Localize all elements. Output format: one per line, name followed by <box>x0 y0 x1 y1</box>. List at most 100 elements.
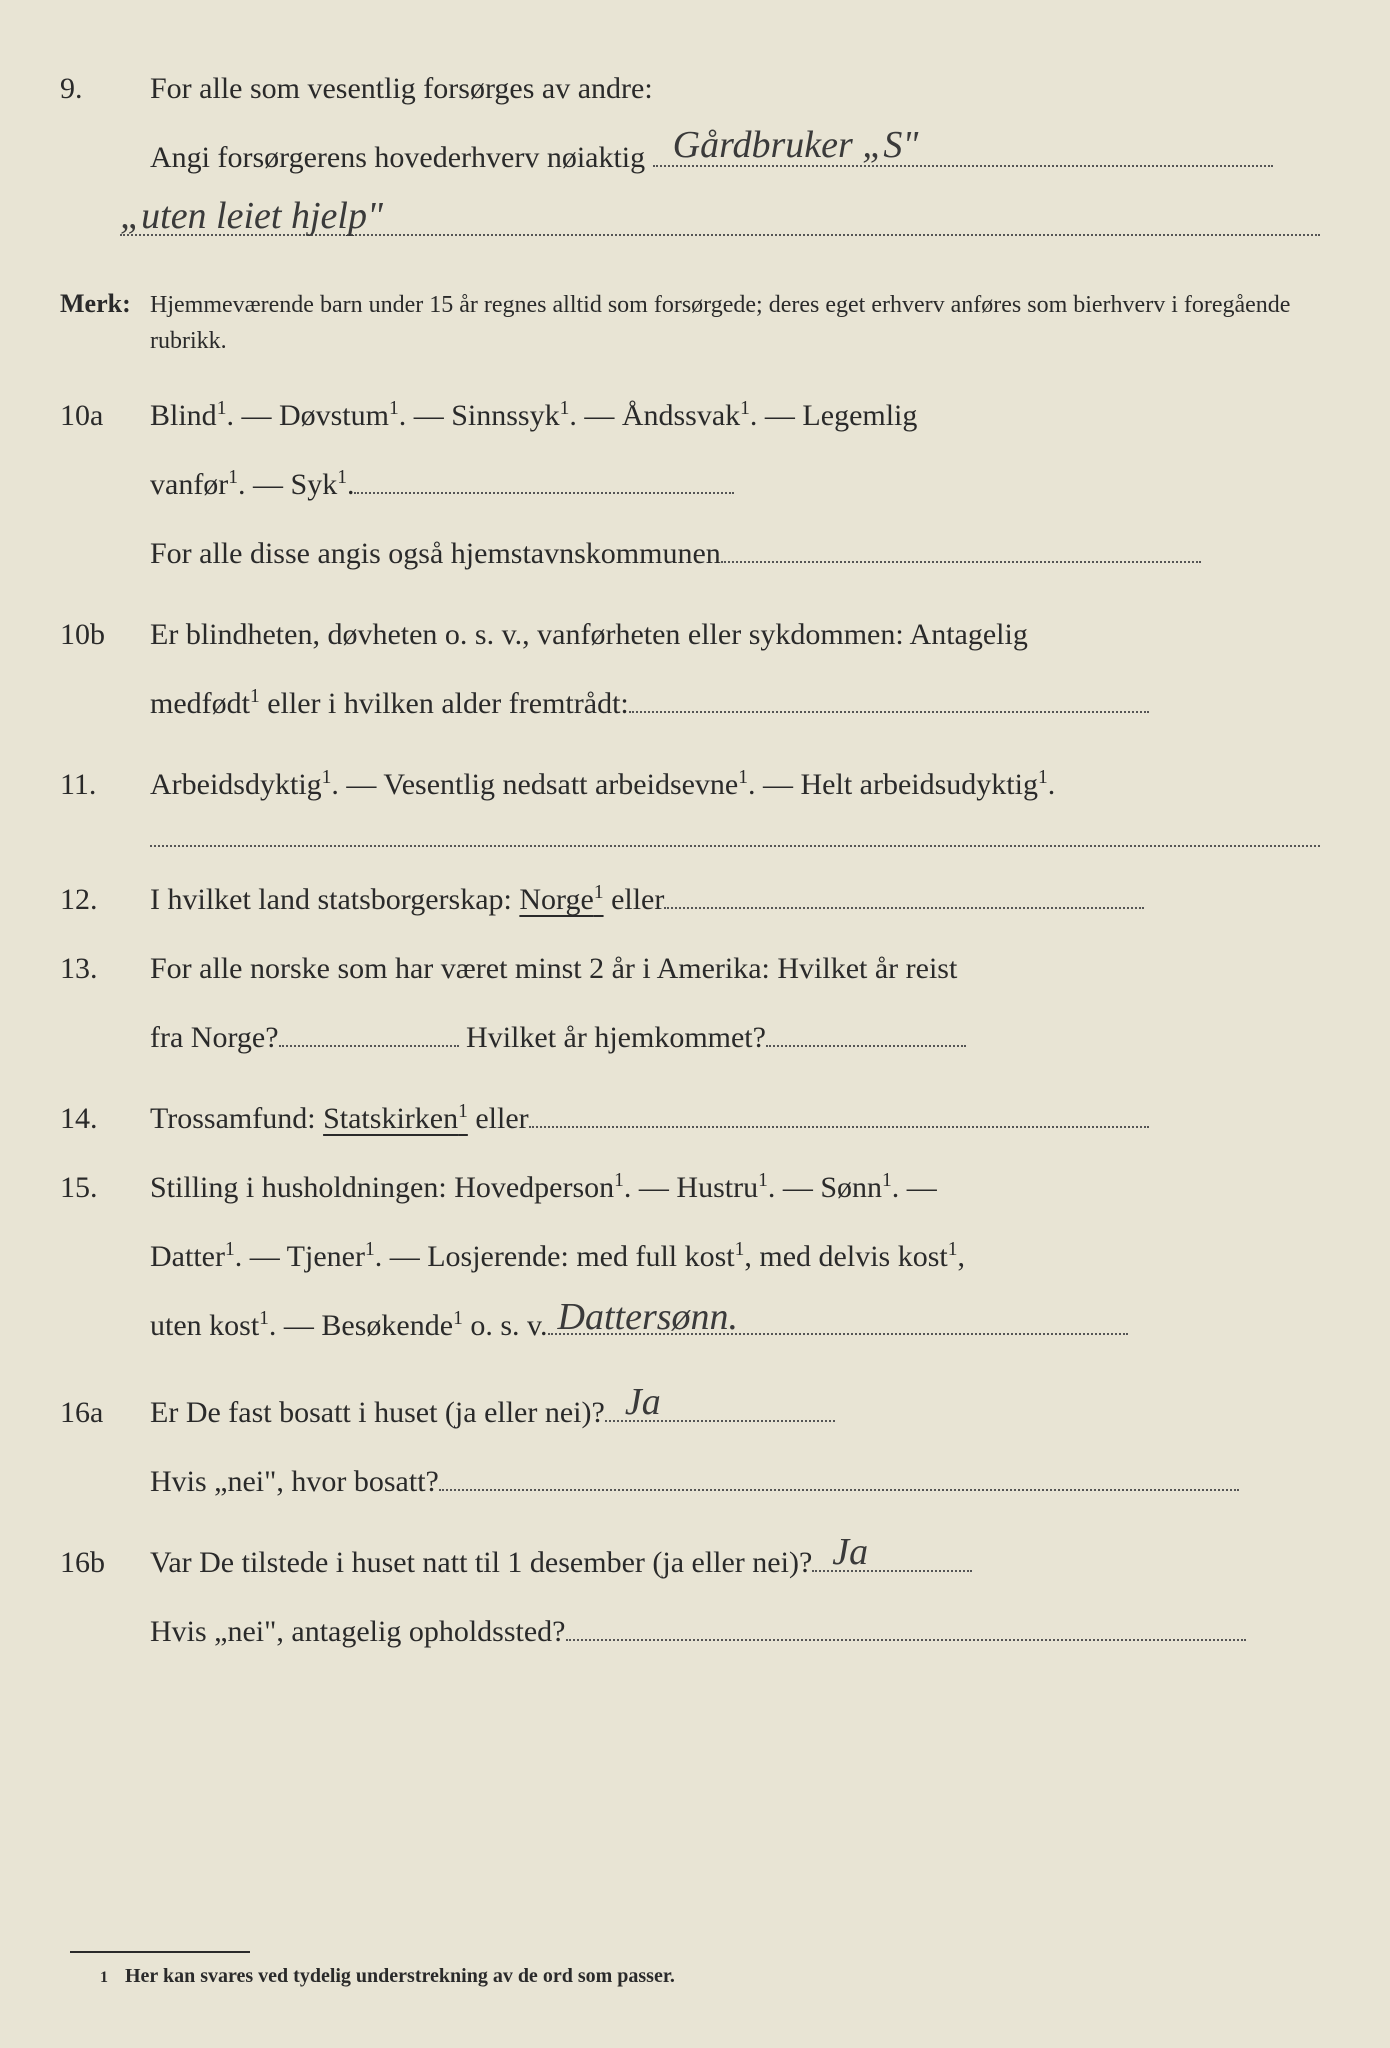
q14-blank <box>529 1092 1149 1128</box>
q10a-l2p2: . <box>347 468 355 501</box>
q12-suffix: eller <box>604 883 665 916</box>
sup: 1 <box>614 1170 624 1191</box>
sup: 1 <box>453 1308 463 1329</box>
q10a-p1: . — Døvstum <box>226 399 389 432</box>
q12-prefix: I hvilket land statsborgerskap: <box>150 883 519 916</box>
q15-blank: Dattersønn. <box>548 1299 1128 1335</box>
q14-prefix: Trossamfund: <box>150 1102 323 1135</box>
q11-p3: . <box>1048 768 1056 801</box>
sup: 1 <box>259 1308 269 1329</box>
q10a-l2p0: vanfør <box>150 468 228 501</box>
q15-l3p0: uten kost <box>150 1309 259 1342</box>
q12-underlined-text: Norge <box>519 883 593 916</box>
q14-underlined: Statskirken1 <box>323 1102 468 1135</box>
q15-l2p3: , med delvis kost <box>744 1240 947 1273</box>
q10b-l2b: eller i hvilken alder fremtrådt: <box>260 687 629 720</box>
footnote-text: Her kan svares ved tydelig understreknin… <box>125 1965 675 1987</box>
question-13: 13. For alle norske som har været minst … <box>60 940 1320 1066</box>
q15-l2p1: . — Tjener <box>235 1240 365 1273</box>
q15-l1: Stilling i husholdningen: Hovedperson <box>150 1171 614 1204</box>
q15-l2p2: . — Losjerende: med full kost <box>375 1240 735 1273</box>
q11-p1: . — Vesentlig nedsatt arbeidsevne <box>331 768 738 801</box>
q15-l1p1: . — Sønn <box>768 1171 882 1204</box>
q16a-blank2 <box>439 1455 1239 1491</box>
q16b-line2: Hvis „nei", antagelig opholdssted? <box>150 1603 1320 1660</box>
sup: 1 <box>217 398 227 419</box>
sup: 1 <box>225 1239 235 1260</box>
q16b-l2: Hvis „nei", antagelig opholdssted? <box>150 1615 566 1648</box>
merk-row: Merk: Hjemmeværende barn under 15 år reg… <box>60 279 1320 359</box>
q9-line3: „uten leiet hjelp" <box>120 198 1320 255</box>
sup: 1 <box>337 467 347 488</box>
footnote-rule <box>70 1951 250 1953</box>
q16b-handwritten: Ja <box>832 1516 868 1588</box>
question-10a: 10a Blind1. — Døvstum1. — Sinnssyk1. — Å… <box>60 387 1320 582</box>
q15-l3p2: o. s. v. <box>463 1309 548 1342</box>
q10a-line3: For alle disse angis også hjemstavnskomm… <box>150 525 1320 582</box>
sup: 1 <box>1038 767 1048 788</box>
q10b-number: 10b <box>60 606 150 663</box>
q10a-number: 10a <box>60 387 150 444</box>
q16a-l2: Hvis „nei", hvor bosatt? <box>150 1465 439 1498</box>
q10a-p2: . — Sinnssyk <box>399 399 560 432</box>
q13-line1: For alle norske som har været minst 2 år… <box>150 940 1320 997</box>
q16a-number: 16a <box>60 1384 150 1441</box>
q12-content: I hvilket land statsborgerskap: Norge1 e… <box>150 871 1320 928</box>
sup: 1 <box>740 398 750 419</box>
q15-l1p2: . — <box>892 1171 937 1204</box>
q16a-line2: Hvis „nei", hvor bosatt? <box>150 1453 1320 1510</box>
q10b-line1: Er blindheten, døvheten o. s. v., vanfør… <box>150 606 1320 663</box>
q13-l2a: fra Norge? <box>150 1021 279 1054</box>
footnote-marker: 1 <box>100 1969 108 1986</box>
merk-text: Hjemmeværende barn under 15 år regnes al… <box>150 287 1320 359</box>
q13-number: 13. <box>60 940 150 997</box>
sup: 1 <box>735 1239 745 1260</box>
q9-line2: Angi forsørgerens hovederhverv nøiaktig … <box>150 129 1320 186</box>
q10a-l2p1: . — Syk <box>238 468 337 501</box>
q10b-l2a: medfødt <box>150 687 250 720</box>
q16a-l1: Er De fast bosatt i huset (ja eller nei)… <box>150 1396 605 1429</box>
q10a-l3: For alle disse angis også hjemstavnskomm… <box>150 537 721 570</box>
q11-number: 11. <box>60 756 150 813</box>
sup: 1 <box>365 1239 375 1260</box>
q11-p0: Arbeidsdyktig <box>150 768 322 801</box>
q15-number: 15. <box>60 1159 150 1216</box>
q9-number: 9. <box>60 60 150 117</box>
q15-handwritten: Dattersønn. <box>558 1281 739 1353</box>
q16a-blank1: Ja <box>605 1386 835 1422</box>
q9-blank1: Gårdbruker „S" <box>653 131 1273 167</box>
q16a-handwritten: Ja <box>625 1366 661 1438</box>
q11-row1: 11. Arbeidsdyktig1. — Vesentlig nedsatt … <box>60 756 1320 813</box>
sup: 1 <box>250 686 260 707</box>
q16b-number: 16b <box>60 1534 150 1591</box>
sup: 1 <box>228 467 238 488</box>
q13-blank2 <box>766 1011 966 1047</box>
q14-suffix: eller <box>468 1102 529 1135</box>
sup: 1 <box>389 398 399 419</box>
q10a-blank2 <box>721 527 1201 563</box>
question-14: 14. Trossamfund: Statskirken1 eller <box>60 1090 1320 1147</box>
sup: 1 <box>738 767 748 788</box>
q15-l1p0: . — Hustru <box>624 1171 758 1204</box>
q15-line1: Stilling i husholdningen: Hovedperson1. … <box>150 1159 1320 1216</box>
q13-blank1 <box>279 1011 459 1047</box>
q9-line2-prefix: Angi forsørgerens hovederhverv nøiaktig <box>150 141 645 174</box>
q12-blank <box>664 873 1144 909</box>
sup: 1 <box>882 1170 892 1191</box>
question-16b: 16b Var De tilstede i huset natt til 1 d… <box>60 1534 1320 1660</box>
question-9: 9. For alle som vesentlig forsørges av a… <box>60 60 1320 255</box>
q16b-blank2 <box>566 1605 1246 1641</box>
sup: 1 <box>758 1170 768 1191</box>
sup: 1 <box>322 767 332 788</box>
q10b-line2: medfødt1 eller i hvilken alder fremtrådt… <box>150 675 1320 732</box>
sup: 1 <box>458 1101 468 1122</box>
q14-content: Trossamfund: Statskirken1 eller <box>150 1090 1320 1147</box>
q11-line1: Arbeidsdyktig1. — Vesentlig nedsatt arbe… <box>150 756 1320 813</box>
footnote: 1 Her kan svares ved tydelig understrekn… <box>100 1965 675 1988</box>
q11-blank-line <box>150 825 1320 847</box>
q16b-blank1: Ja <box>812 1536 972 1572</box>
q16a-row1: 16a Er De fast bosatt i huset (ja eller … <box>60 1384 1320 1441</box>
q13-row1: 13. For alle norske som har været minst … <box>60 940 1320 997</box>
question-11: 11. Arbeidsdyktig1. — Vesentlig nedsatt … <box>60 756 1320 847</box>
q16b-row1: 16b Var De tilstede i huset natt til 1 d… <box>60 1534 1320 1591</box>
